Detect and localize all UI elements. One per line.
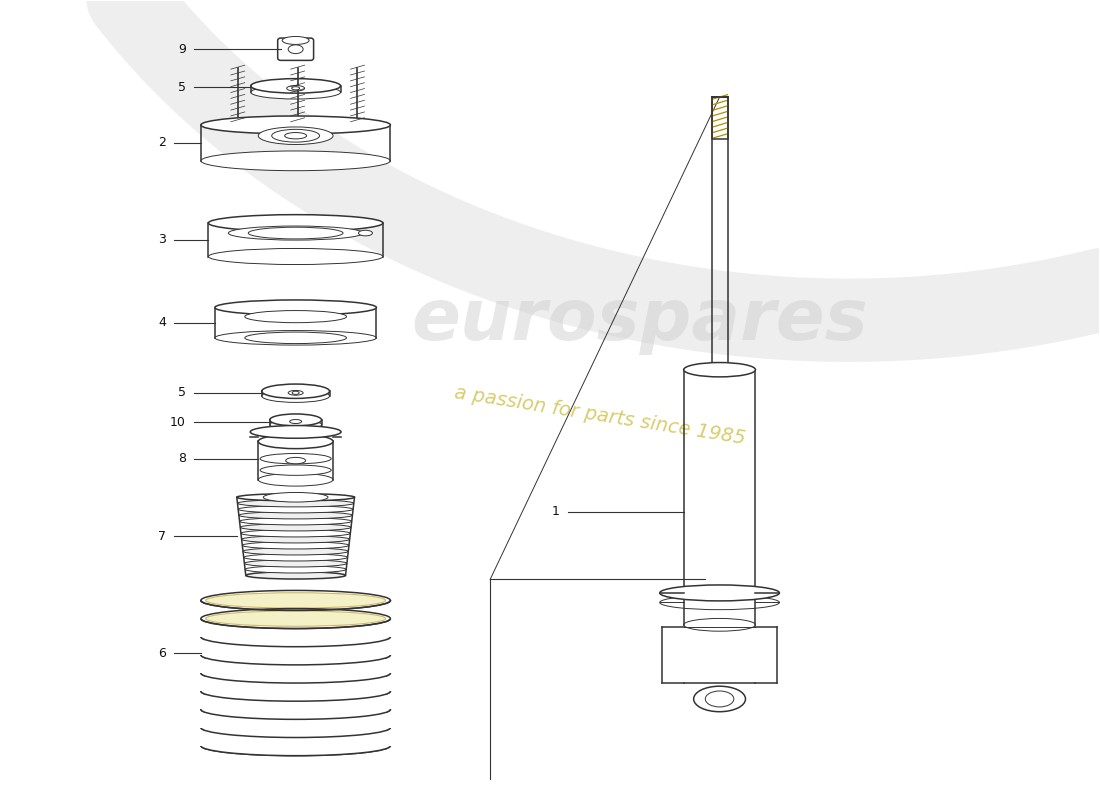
Ellipse shape <box>251 86 341 99</box>
Ellipse shape <box>260 465 331 475</box>
Bar <box>191 586 400 601</box>
Text: 9: 9 <box>178 42 186 56</box>
Ellipse shape <box>201 663 390 683</box>
Ellipse shape <box>201 718 390 738</box>
Text: a passion for parts since 1985: a passion for parts since 1985 <box>453 383 747 448</box>
Ellipse shape <box>270 419 321 430</box>
Ellipse shape <box>286 458 306 464</box>
Ellipse shape <box>201 663 390 683</box>
Bar <box>191 677 400 691</box>
Bar <box>712 97 727 138</box>
Ellipse shape <box>251 78 341 93</box>
Ellipse shape <box>288 45 304 54</box>
Ellipse shape <box>660 585 780 601</box>
Bar <box>191 658 400 673</box>
Ellipse shape <box>201 682 390 701</box>
Bar <box>191 731 400 746</box>
Ellipse shape <box>206 611 386 626</box>
Bar <box>191 604 400 618</box>
Text: 6: 6 <box>158 647 166 660</box>
Ellipse shape <box>239 506 353 513</box>
Ellipse shape <box>694 686 746 712</box>
Text: 3: 3 <box>158 234 166 246</box>
Ellipse shape <box>240 518 352 525</box>
Ellipse shape <box>238 500 354 507</box>
Ellipse shape <box>272 130 320 142</box>
Ellipse shape <box>201 736 390 756</box>
Ellipse shape <box>242 542 349 549</box>
Ellipse shape <box>208 214 383 231</box>
Ellipse shape <box>288 390 304 395</box>
Ellipse shape <box>201 699 390 719</box>
Ellipse shape <box>289 419 301 423</box>
Ellipse shape <box>229 226 363 240</box>
Ellipse shape <box>260 454 331 464</box>
Bar <box>191 640 400 655</box>
Ellipse shape <box>242 536 350 543</box>
Ellipse shape <box>206 593 386 608</box>
Ellipse shape <box>201 590 390 610</box>
Ellipse shape <box>245 566 346 573</box>
Text: 7: 7 <box>158 530 166 543</box>
Ellipse shape <box>262 384 330 398</box>
Ellipse shape <box>293 391 299 394</box>
Ellipse shape <box>263 493 328 502</box>
Ellipse shape <box>244 560 346 567</box>
Ellipse shape <box>214 330 376 345</box>
Ellipse shape <box>245 572 345 579</box>
Ellipse shape <box>201 645 390 665</box>
Ellipse shape <box>201 116 390 134</box>
Ellipse shape <box>262 390 330 402</box>
Text: 8: 8 <box>178 452 186 465</box>
Ellipse shape <box>201 609 390 629</box>
Ellipse shape <box>236 494 354 501</box>
Ellipse shape <box>705 691 734 707</box>
Ellipse shape <box>684 618 756 631</box>
Ellipse shape <box>251 426 341 438</box>
Ellipse shape <box>285 133 307 139</box>
Ellipse shape <box>245 310 346 322</box>
Text: 2: 2 <box>158 136 166 150</box>
Ellipse shape <box>201 645 390 665</box>
Ellipse shape <box>201 682 390 701</box>
Text: 4: 4 <box>158 316 166 329</box>
Ellipse shape <box>201 718 390 738</box>
Ellipse shape <box>660 595 780 610</box>
Ellipse shape <box>258 434 333 449</box>
Ellipse shape <box>243 548 349 555</box>
Ellipse shape <box>270 414 321 426</box>
Ellipse shape <box>283 37 309 45</box>
Ellipse shape <box>201 609 390 629</box>
Ellipse shape <box>201 699 390 719</box>
Ellipse shape <box>201 736 390 756</box>
Ellipse shape <box>201 626 390 646</box>
Ellipse shape <box>245 332 346 343</box>
Ellipse shape <box>249 227 343 239</box>
Ellipse shape <box>287 86 305 91</box>
Text: 10: 10 <box>170 416 186 429</box>
Ellipse shape <box>201 151 390 170</box>
Ellipse shape <box>201 626 390 646</box>
Ellipse shape <box>258 474 333 486</box>
Text: 5: 5 <box>178 386 186 399</box>
Ellipse shape <box>208 249 383 265</box>
Text: 1: 1 <box>552 505 560 518</box>
FancyBboxPatch shape <box>277 38 313 60</box>
Ellipse shape <box>240 524 351 531</box>
Ellipse shape <box>239 512 352 519</box>
Bar <box>191 695 400 710</box>
Text: 5: 5 <box>178 81 186 94</box>
Text: eurospares: eurospares <box>411 286 868 354</box>
Bar <box>191 622 400 637</box>
Ellipse shape <box>359 230 373 236</box>
Ellipse shape <box>214 300 376 315</box>
Ellipse shape <box>244 554 348 561</box>
Ellipse shape <box>292 86 299 90</box>
Ellipse shape <box>258 127 333 145</box>
Ellipse shape <box>241 530 351 537</box>
Ellipse shape <box>201 590 390 610</box>
Bar <box>191 713 400 727</box>
Ellipse shape <box>684 362 756 377</box>
